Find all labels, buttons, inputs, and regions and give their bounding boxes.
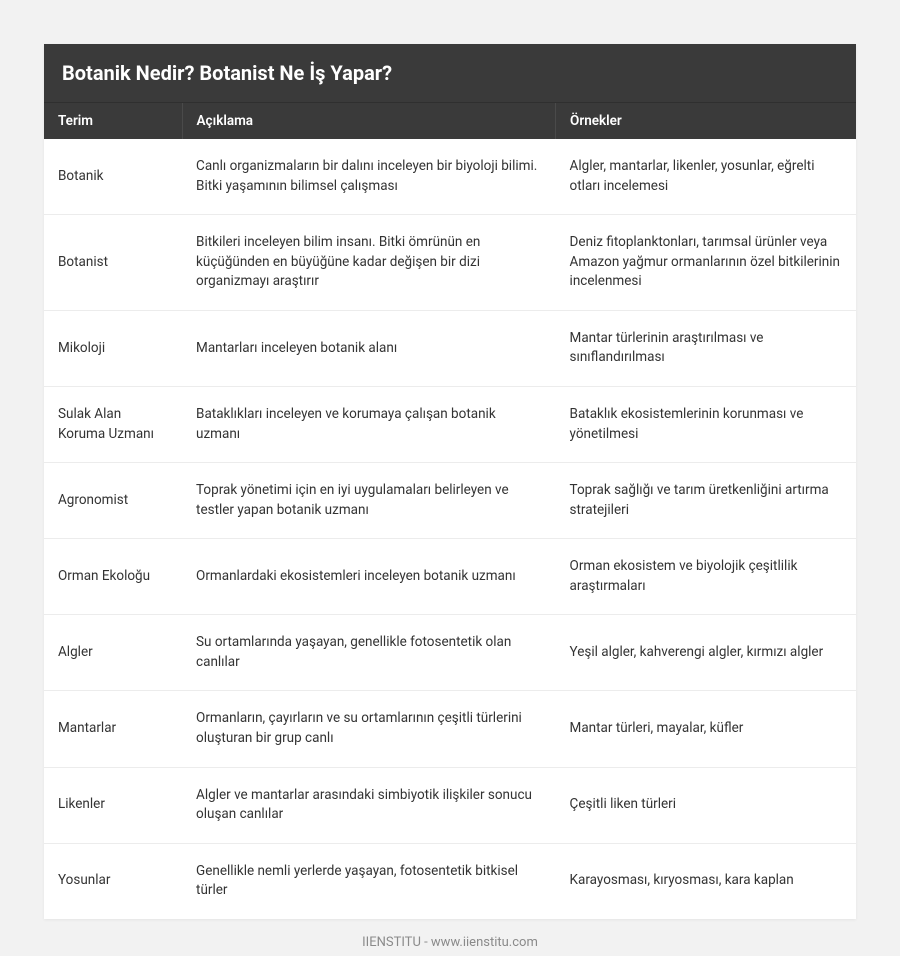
col-header-desc: Açıklama [182,103,556,139]
cell-desc: Su ortamlarında yaşayan, genellikle foto… [182,615,556,691]
cell-term: Mikoloji [44,310,182,386]
table-row: AgronomistToprak yönetimi için en iyi uy… [44,463,856,539]
cell-ex: Bataklık ekosistemlerinin korunması ve y… [556,386,856,462]
cell-term: Yosunlar [44,843,182,919]
page-wrap: Botanik Nedir? Botanist Ne İş Yapar? Ter… [0,0,900,950]
table-header: Terim Açıklama Örnekler [44,103,856,139]
cell-term: Likenler [44,767,182,843]
table-row: BotanikCanlı organizmaların bir dalını i… [44,139,856,215]
cell-ex: Çeşitli liken türleri [556,767,856,843]
table-row: AlglerSu ortamlarında yaşayan, genellikl… [44,615,856,691]
cell-desc: Bataklıkları inceleyen ve korumaya çalış… [182,386,556,462]
cell-ex: Mantar türlerinin araştırılması ve sınıf… [556,310,856,386]
cell-term: Agronomist [44,463,182,539]
page-title: Botanik Nedir? Botanist Ne İş Yapar? [44,44,856,103]
col-header-ex: Örnekler [556,103,856,139]
cell-term: Orman Ekoloğu [44,539,182,615]
cell-desc: Bitkileri inceleyen bilim insanı. Bitki … [182,215,556,311]
cell-desc: Mantarları inceleyen botanik alanı [182,310,556,386]
cell-ex: Toprak sağlığı ve tarım üretkenliğini ar… [556,463,856,539]
cell-desc: Ormanların, çayırların ve su ortamlarını… [182,691,556,767]
content-card: Botanik Nedir? Botanist Ne İş Yapar? Ter… [44,44,856,919]
cell-desc: Genellikle nemli yerlerde yaşayan, fotos… [182,843,556,919]
cell-ex: Mantar türleri, mayalar, küfler [556,691,856,767]
table-row: LikenlerAlgler ve mantarlar arasındaki s… [44,767,856,843]
cell-term: Botanik [44,139,182,215]
table-row: MantarlarOrmanların, çayırların ve su or… [44,691,856,767]
cell-desc: Canlı organizmaların bir dalını inceleye… [182,139,556,215]
cell-ex: Deniz fitoplanktonları, tarımsal ürünler… [556,215,856,311]
table-body: BotanikCanlı organizmaların bir dalını i… [44,139,856,919]
table-row: YosunlarGenellikle nemli yerlerde yaşaya… [44,843,856,919]
table-row: MikolojiMantarları inceleyen botanik ala… [44,310,856,386]
cell-term: Sulak Alan Koruma Uzmanı [44,386,182,462]
cell-term: Mantarlar [44,691,182,767]
cell-term: Botanist [44,215,182,311]
cell-ex: Yeşil algler, kahverengi algler, kırmızı… [556,615,856,691]
table-row: BotanistBitkileri inceleyen bilim insanı… [44,215,856,311]
cell-ex: Karayosması, kıryosması, kara kaplan [556,843,856,919]
table-row: Orman EkoloğuOrmanlardaki ekosistemleri … [44,539,856,615]
cell-ex: Orman ekosistem ve biyolojik çeşitlilik … [556,539,856,615]
botanik-table: Terim Açıklama Örnekler BotanikCanlı org… [44,103,856,919]
cell-term: Algler [44,615,182,691]
col-header-term: Terim [44,103,182,139]
cell-ex: Algler, mantarlar, likenler, yosunlar, e… [556,139,856,215]
cell-desc: Algler ve mantarlar arasındaki simbiyoti… [182,767,556,843]
table-row: Sulak Alan Koruma UzmanıBataklıkları inc… [44,386,856,462]
cell-desc: Ormanlardaki ekosistemleri inceleyen bot… [182,539,556,615]
cell-desc: Toprak yönetimi için en iyi uygulamaları… [182,463,556,539]
footer-text: IIENSTITU - www.iienstitu.com [44,919,856,950]
